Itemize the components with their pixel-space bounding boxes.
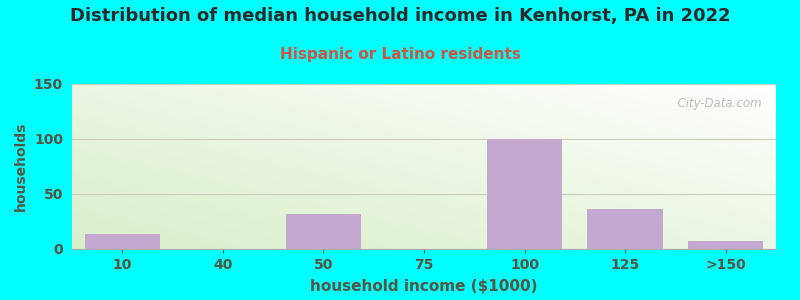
Bar (85, 234, 160, 249)
Y-axis label: households: households (14, 122, 28, 211)
Bar (487, 139, 562, 249)
Bar (587, 209, 663, 249)
Bar (688, 241, 763, 249)
Bar (286, 214, 361, 249)
Text: Distribution of median household income in Kenhorst, PA in 2022: Distribution of median household income … (70, 8, 730, 26)
Text: Hispanic or Latino residents: Hispanic or Latino residents (279, 46, 521, 62)
X-axis label: household income ($1000): household income ($1000) (310, 279, 538, 294)
Text: City-Data.com: City-Data.com (670, 97, 762, 110)
